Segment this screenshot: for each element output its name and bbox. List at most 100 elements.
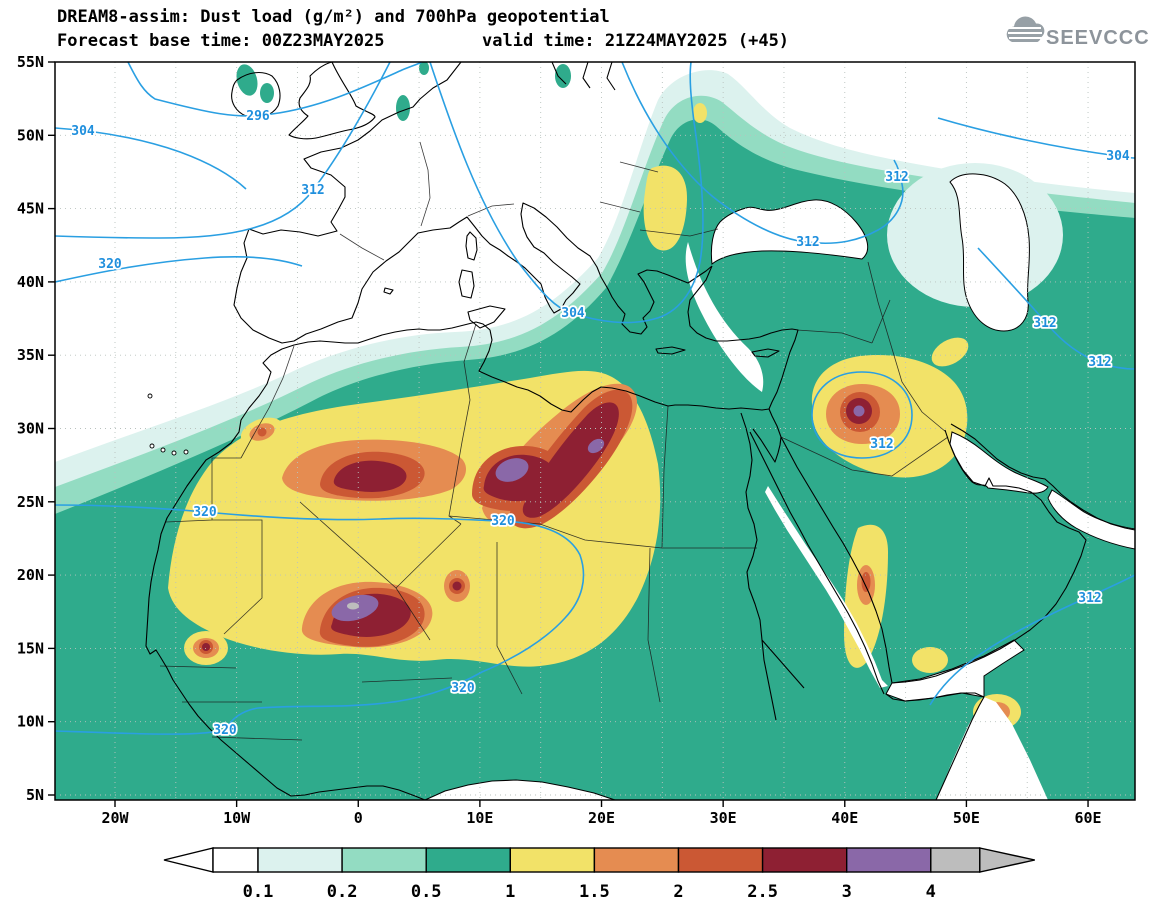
colorbar-tick-label: 0.1 bbox=[243, 882, 274, 902]
colorbar-cell bbox=[930, 847, 981, 873]
contour-label: 312 bbox=[1088, 355, 1111, 370]
dust-blob-north-4 bbox=[555, 64, 571, 88]
colorbar-tick-label: 2.5 bbox=[747, 882, 778, 902]
colorbar-tick-label: 0.5 bbox=[411, 882, 442, 902]
contour-312-levant-low bbox=[811, 371, 913, 459]
contour-304-trough bbox=[429, 62, 704, 324]
x-tick-label: 10E bbox=[466, 809, 493, 827]
dust-blob-north-3 bbox=[396, 95, 410, 121]
contour-296 bbox=[127, 62, 423, 117]
colorbar-tick-label: 1 bbox=[505, 882, 515, 902]
dust-blob-north-2 bbox=[260, 83, 274, 103]
x-tick-label: 20W bbox=[101, 809, 129, 827]
border-lines bbox=[159, 141, 949, 741]
colorbar-cell bbox=[212, 847, 259, 873]
y-tick-label: 35N bbox=[17, 346, 44, 364]
colorbar-tick-label: 4 bbox=[926, 882, 936, 902]
persian-gulf bbox=[949, 431, 1049, 494]
contour-320-africa bbox=[55, 504, 585, 735]
dust-region-3-levant bbox=[853, 405, 865, 417]
colorbar-cell bbox=[257, 847, 343, 873]
forecast-base-time: Forecast base time: 00Z23MAY2025 bbox=[57, 31, 385, 51]
dust-region-2p5-niger bbox=[452, 581, 462, 591]
y-tick-label: 15N bbox=[17, 639, 44, 657]
colorbar-tick-label: 1.5 bbox=[579, 882, 610, 902]
colorbar-cell bbox=[846, 847, 932, 873]
dust-blob-north-5 bbox=[419, 62, 429, 75]
dust-region-2p5-senegal bbox=[202, 643, 210, 651]
dust-region-1-balkans bbox=[643, 165, 688, 251]
colorbar-tick-label: 2 bbox=[673, 882, 683, 902]
dust-region-2-atlas bbox=[257, 427, 267, 437]
contour-label: 320 bbox=[193, 505, 217, 520]
contour-labels: 296 304 312 320 304 312 312 304 312 312 312 320 320 3… bbox=[70, 107, 1132, 740]
colorbar: 0.1 0.2 0.5 1 1.5 2 2.5 3 4 bbox=[163, 847, 1035, 902]
colorbar-cell bbox=[677, 847, 764, 873]
logo-text: SEEVCCC bbox=[1046, 27, 1150, 49]
country-borders bbox=[159, 141, 949, 741]
geopotential-contours bbox=[55, 62, 1135, 735]
colorbar-cell bbox=[509, 847, 596, 873]
contour-label: 320 bbox=[451, 681, 475, 696]
y-tick-label: 30N bbox=[17, 420, 44, 438]
contour-label: 320 bbox=[98, 257, 122, 272]
y-tick-label: 45N bbox=[17, 200, 44, 218]
contour-312-east bbox=[977, 247, 1135, 370]
colorbar-right-arrow bbox=[979, 847, 1035, 873]
contour-304-west bbox=[55, 127, 247, 190]
valid-time: valid time: 21Z24MAY2025 (+45) bbox=[482, 31, 789, 51]
sea-layer bbox=[425, 173, 1135, 800]
indian-ocean-horn bbox=[936, 697, 1048, 800]
contour-label: 312 bbox=[885, 170, 908, 185]
dust-region-4-mali bbox=[347, 602, 359, 610]
colorbar-cell bbox=[593, 847, 680, 873]
contour-312-west bbox=[55, 62, 391, 239]
contour-320-west bbox=[55, 256, 303, 283]
y-tick-label: 50N bbox=[17, 126, 44, 144]
dust-region-2-arabia bbox=[861, 572, 871, 592]
dust-region-1-yemen bbox=[912, 647, 948, 673]
gridlines bbox=[55, 62, 1135, 800]
y-tick-label: 40N bbox=[17, 273, 44, 291]
contour-label: 296 bbox=[246, 109, 270, 124]
dust-region-1-balkans-2 bbox=[693, 103, 707, 123]
x-tick-label: 0 bbox=[354, 809, 363, 827]
dust-region-3-algeria bbox=[495, 458, 529, 482]
colorbar-left-arrow bbox=[163, 847, 214, 873]
seevccc-logo: SEEVCCC bbox=[1006, 16, 1150, 49]
dust-region-2p5-libya bbox=[522, 402, 619, 518]
y-tick-label: 55N bbox=[17, 53, 44, 71]
cloud-icon bbox=[1006, 16, 1045, 42]
axes: 20W 10W 0 10E 20E 30E 40E 50E 60E 55N 50N 45N 40N 35N… bbox=[17, 53, 1102, 827]
chart-title: DREAM8-assim: Dust load (g/m²) and 700hP… bbox=[57, 7, 610, 27]
x-tick-label: 20E bbox=[588, 809, 615, 827]
caspian-sea bbox=[949, 173, 1030, 332]
dust-region-1-iraq bbox=[931, 337, 969, 367]
x-tick-label: 30E bbox=[710, 809, 737, 827]
x-tick-label: 40E bbox=[831, 809, 858, 827]
contour-label: 304 bbox=[561, 306, 585, 321]
contour-label: 320 bbox=[491, 514, 515, 529]
x-tick-label: 60E bbox=[1074, 809, 1101, 827]
colorbar-tick-label: 0.2 bbox=[327, 882, 358, 902]
dust-blob-north-1 bbox=[236, 64, 258, 96]
colorbar-cell bbox=[425, 847, 512, 873]
y-tick-label: 20N bbox=[17, 566, 44, 584]
gulf-of-guinea bbox=[425, 780, 615, 800]
gulf-of-oman bbox=[1047, 489, 1135, 550]
y-tick-label: 5N bbox=[26, 786, 44, 804]
x-tick-label: 50E bbox=[953, 809, 980, 827]
map-frame bbox=[54, 61, 1136, 801]
contour-312-center bbox=[621, 62, 904, 245]
contour-label: 312 bbox=[1033, 316, 1056, 331]
red-sea bbox=[765, 486, 888, 688]
x-tick-label: 10W bbox=[223, 809, 251, 827]
contour-label: 312 bbox=[796, 235, 819, 250]
y-tick-label: 25N bbox=[17, 493, 44, 511]
aegean-sea bbox=[685, 242, 764, 392]
contour-label: 312 bbox=[870, 437, 893, 452]
colorbar-cell bbox=[341, 847, 427, 873]
contour-label: 304 bbox=[71, 124, 95, 139]
